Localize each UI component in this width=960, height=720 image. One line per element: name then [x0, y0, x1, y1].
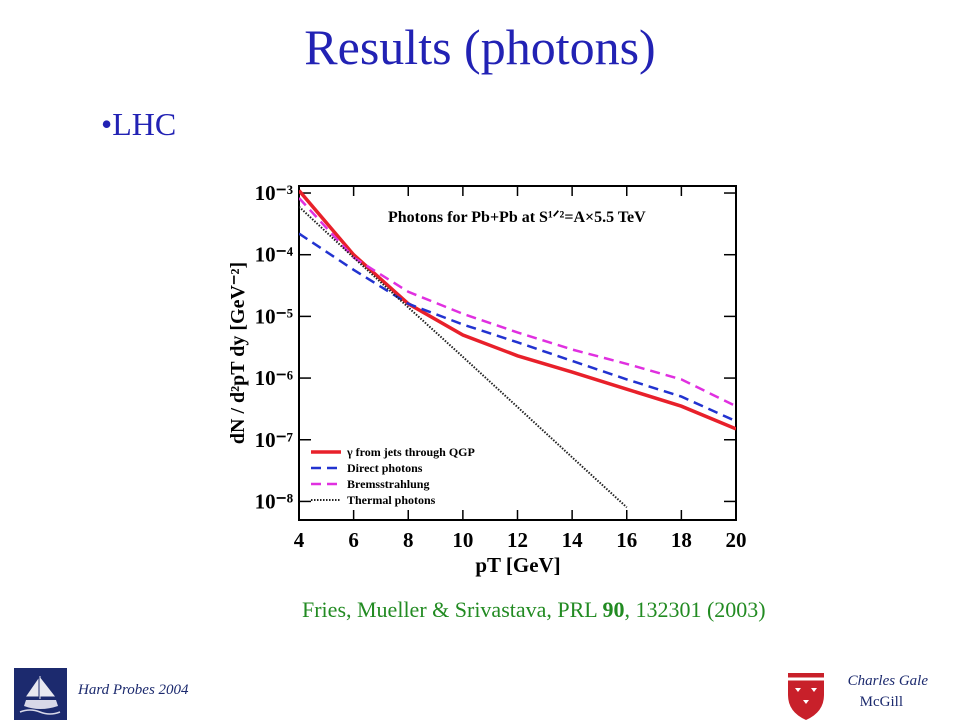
footer-event: Hard Probes 2004	[77, 682, 189, 698]
x-tick-label: 18	[671, 528, 692, 552]
x-tick-label: 4	[294, 528, 305, 552]
legend-label: Thermal photons	[347, 493, 436, 507]
x-tick-label: 6	[348, 528, 359, 552]
citation-text: , 132301 (2003)	[624, 597, 765, 622]
x-tick-label: 10	[452, 528, 473, 552]
x-axis-label: pT [GeV]	[475, 553, 560, 577]
footer-author: Charles Gale	[848, 673, 929, 689]
series-line	[299, 189, 736, 431]
citation: Fries, Mueller & Srivastava, PRL 90, 132…	[302, 597, 766, 622]
conference-logo	[14, 668, 67, 720]
y-tick-label: 10⁻⁵	[255, 304, 293, 328]
plot-lines	[299, 189, 736, 509]
x-tick-label: 14	[562, 528, 584, 552]
mcgill-crest	[788, 673, 824, 720]
citation-text: Fries, Mueller & Srivastava, PRL	[302, 597, 602, 622]
y-tick-label: 10⁻⁴	[255, 243, 294, 267]
series-line	[299, 197, 736, 408]
x-tick-label: 20	[726, 528, 747, 552]
y-tick-label: 10⁻⁷	[255, 428, 293, 452]
legend-label: Bremsstrahlung	[347, 477, 429, 491]
y-tick-label: 10⁻⁸	[255, 489, 293, 513]
chart-title: Photons for Pb+Pb at S¹ᐟ²=A×5.5 TeV	[388, 209, 646, 226]
x-tick-label: 12	[507, 528, 528, 552]
citation-volume: 90	[602, 597, 624, 622]
x-tick-label: 16	[616, 528, 637, 552]
series-line	[299, 232, 736, 423]
y-tick-label: 10⁻⁶	[255, 366, 293, 390]
y-axis-label: dN / d²pT dy [GeV⁻²]	[227, 262, 249, 444]
y-tick-label: 10⁻³	[255, 181, 293, 205]
footer-institution: McGill	[860, 694, 903, 710]
legend-label: Direct photons	[347, 461, 423, 475]
legend-label: γ from jets through QGP	[346, 445, 475, 459]
x-tick-label: 8	[403, 528, 414, 552]
bullet: •LHC	[101, 106, 176, 142]
slide-title: Results (photons)	[304, 19, 655, 75]
series-line	[299, 205, 628, 509]
